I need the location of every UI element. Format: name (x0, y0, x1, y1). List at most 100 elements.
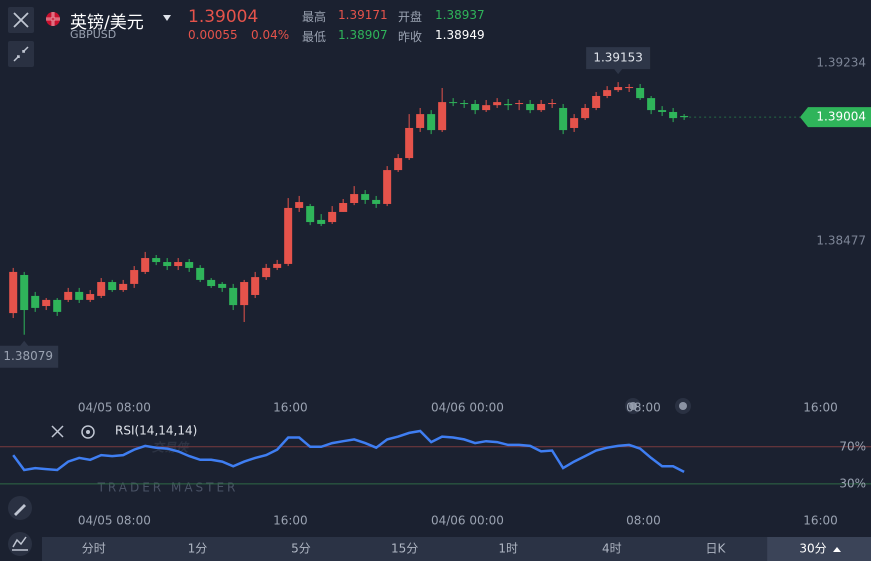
candle-body (372, 199, 381, 204)
timeframe-tab[interactable]: 4时 (602, 542, 622, 556)
x-tick-label: 16:00 (273, 514, 308, 528)
candle-body (262, 267, 271, 278)
candle-body (284, 207, 293, 264)
tab-arrow (833, 547, 841, 552)
candle-body (438, 102, 447, 131)
candle-body (218, 283, 227, 288)
candle-body (581, 107, 590, 119)
rsi-settings-button[interactable] (81, 425, 95, 439)
nav-dot-inner (679, 402, 687, 410)
candle-body (328, 211, 337, 223)
candle-body (526, 103, 535, 111)
candle-body (559, 107, 568, 131)
timeframe-tab[interactable]: 分时 (82, 542, 106, 556)
candle-body (273, 263, 282, 268)
timeframe-tab[interactable]: 1分 (188, 542, 208, 556)
dropdown-arrow[interactable] (163, 15, 171, 21)
candle-body (174, 262, 183, 267)
last-price: 1.39004 (188, 7, 259, 27)
candle-body (460, 103, 469, 105)
instrument-name[interactable]: 英镑/美元 (70, 13, 144, 33)
candle-body (625, 87, 634, 89)
candle-body (163, 262, 172, 267)
x-tick-label: 04/06 00:00 (431, 401, 504, 415)
last-price-tag (800, 107, 871, 128)
candle-body (9, 271, 18, 314)
y-tick-label: 70% (839, 439, 866, 453)
stat-label: 最低 (302, 30, 327, 44)
price-change: 0.00055 (188, 28, 238, 42)
candle-body (108, 282, 117, 291)
x-tick-label: 04/06 00:00 (431, 514, 504, 528)
high-marker-label: 1.39153 (593, 51, 643, 65)
candle-body (97, 282, 106, 296)
collapse-button[interactable] (8, 41, 34, 67)
candle-body (592, 95, 601, 108)
price-change-pct: 0.04% (251, 28, 290, 42)
stat-value: 1.38937 (435, 8, 485, 22)
x-tick-label: 16:00 (273, 401, 308, 415)
flag-icon (46, 12, 60, 26)
candle-body (295, 202, 304, 208)
candle-body (42, 299, 51, 307)
candle-body (614, 87, 623, 91)
candle-body (669, 111, 678, 119)
low-marker-box (0, 340, 59, 368)
watermark-title: 交易侠 (152, 441, 190, 455)
stat-label: 昨收 (398, 30, 423, 44)
candle-body (515, 103, 524, 105)
candle-body (141, 258, 150, 272)
rsi-close-button[interactable] (51, 425, 64, 438)
candle-body (394, 158, 403, 171)
x-tick-label: 08:00 (626, 514, 661, 528)
candle-body (603, 90, 612, 96)
candle-body (229, 287, 238, 306)
candle-body (251, 277, 260, 295)
candle-body (416, 114, 425, 128)
stat-value: 1.39171 (338, 8, 388, 22)
tab-bar (42, 537, 871, 561)
close-button[interactable] (8, 7, 34, 33)
rsi-line (12, 429, 685, 474)
candle-body (383, 170, 392, 204)
timeframe-tab[interactable]: 30分 (799, 542, 826, 556)
timeframe-tab[interactable]: 日K (705, 542, 726, 556)
timeframe-tab[interactable]: 15分 (391, 542, 418, 556)
stat-label: 开盘 (398, 10, 423, 24)
y-tick-label: 30% (839, 476, 866, 490)
timeframe-tab[interactable]: 1时 (498, 542, 518, 556)
candle-body (482, 105, 491, 111)
candle-body (493, 102, 502, 106)
low-marker-label: 1.38079 (3, 349, 53, 363)
candle-body (658, 110, 667, 112)
candle-body (196, 267, 205, 280)
candle-body (306, 206, 315, 223)
candle-body (185, 262, 194, 268)
last-price-label: 1.39004 (816, 110, 866, 124)
nav-dot-inner (629, 402, 637, 410)
candle-body (31, 295, 40, 308)
candle-body (86, 294, 95, 300)
candle-body (53, 299, 62, 312)
candle-body (20, 274, 29, 311)
watermark-subtitle: TRADER MASTER (97, 481, 239, 495)
indicator-title: RSI(14,14,14) (115, 424, 197, 438)
candle-body (427, 114, 436, 131)
candle-body (361, 194, 370, 200)
candle-body (636, 87, 645, 99)
candle-body (570, 118, 579, 128)
candle-body (548, 103, 557, 105)
indicator-button[interactable] (8, 532, 32, 556)
x-tick-label: 04/05 08:00 (78, 401, 151, 415)
candle-body (537, 103, 546, 111)
x-tick-label: 04/05 08:00 (78, 514, 151, 528)
candle-body (405, 127, 414, 159)
background (0, 0, 871, 537)
x-tick-label: 16:00 (803, 514, 838, 528)
high-marker-box (586, 47, 651, 75)
candle-body (130, 270, 139, 284)
draw-tool-button[interactable] (8, 496, 32, 520)
y-tick-label: 1.38477 (816, 234, 866, 248)
timeframe-tab[interactable]: 5分 (291, 542, 311, 556)
